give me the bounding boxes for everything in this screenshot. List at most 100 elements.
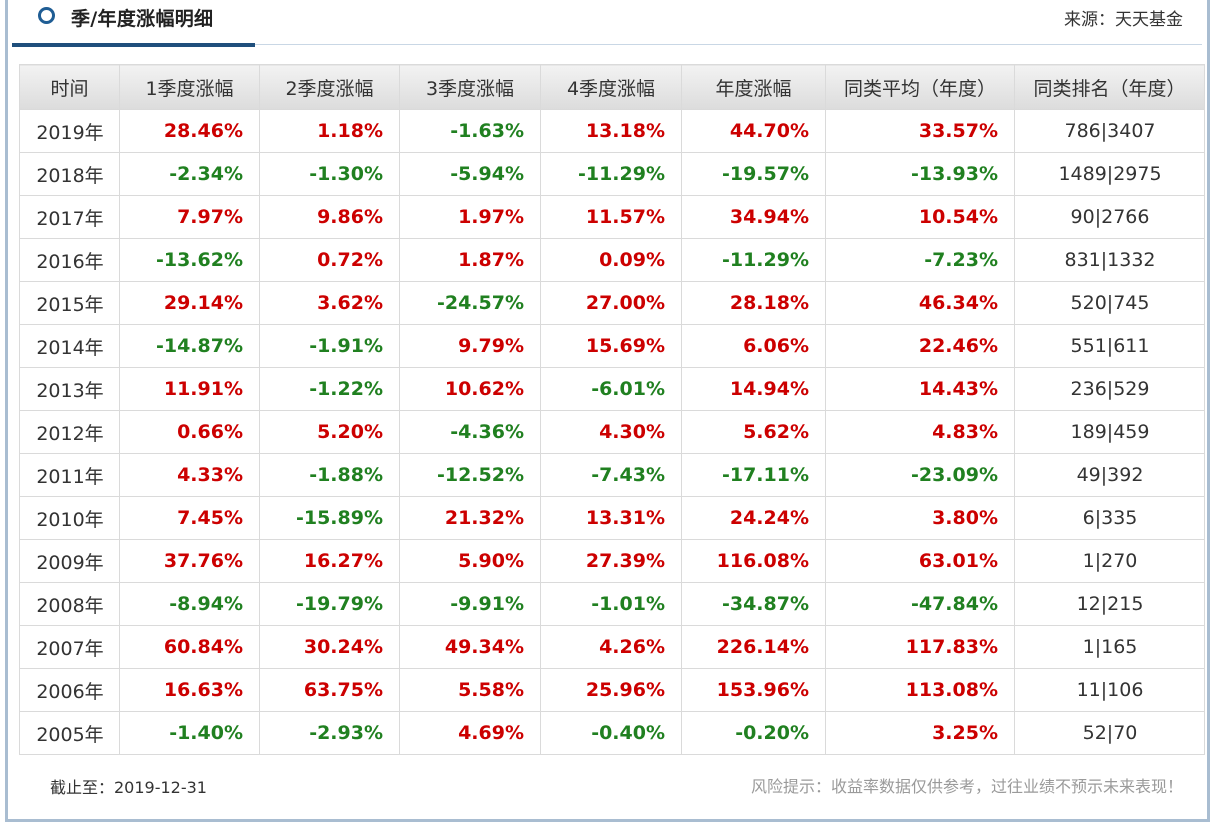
- annual-change-cell: 5.62%: [681, 410, 826, 454]
- q4-change-cell: 27.00%: [540, 281, 682, 325]
- annual-change-cell: 226.14%: [681, 625, 826, 669]
- annual-change-cell: -34.87%: [681, 582, 826, 626]
- category-rank-cell: 1|165: [1014, 625, 1205, 669]
- category-rank-cell: 236|529: [1014, 367, 1205, 411]
- q1-change-cell: -2.34%: [119, 152, 260, 196]
- category-average-cell: 33.57%: [825, 109, 1015, 153]
- panel-title: 季/年度涨幅明细: [71, 8, 214, 30]
- category-average-cell: -13.93%: [825, 152, 1015, 196]
- category-rank-cell: 90|2766: [1014, 195, 1205, 239]
- year-cell: 2008年: [19, 582, 120, 626]
- table-row: 2009年 37.76% 16.27% 5.90% 27.39% 116.08% 63.01…: [19, 539, 1205, 583]
- q1-change-cell: 0.66%: [119, 410, 260, 454]
- annual-change-cell: 14.94%: [681, 367, 826, 411]
- annual-change-cell: 34.94%: [681, 195, 826, 239]
- q3-change-cell: 1.87%: [399, 238, 541, 282]
- q1-change-cell: -13.62%: [119, 238, 260, 282]
- annual-change-cell: -11.29%: [681, 238, 826, 282]
- q4-change-cell: -11.29%: [540, 152, 682, 196]
- category-rank-cell: 520|745: [1014, 281, 1205, 325]
- year-cell: 2017年: [19, 195, 120, 239]
- q1-change-cell: -8.94%: [119, 582, 260, 626]
- source-label: 来源：天天基金: [1064, 10, 1183, 30]
- q1-change-cell: -1.40%: [119, 711, 260, 755]
- table-row: 2015年 29.14% 3.62% -24.57% 27.00% 28.18% 46.34…: [19, 281, 1205, 325]
- performance-table: 时间 1季度涨幅 2季度涨幅 3季度涨幅 4季度涨幅 年度涨幅 同类平均（年度）…: [19, 64, 1205, 755]
- category-rank-cell: 6|335: [1014, 496, 1205, 540]
- q2-change-cell: 30.24%: [259, 625, 400, 669]
- q4-change-cell: 13.18%: [540, 109, 682, 153]
- table-row: 2019年 28.46% 1.18% -1.63% 13.18% 44.70% 33.57%…: [19, 109, 1205, 153]
- table-row: 2005年 -1.40% -2.93% 4.69% -0.40% -0.20% 3.25% 5…: [19, 711, 1205, 755]
- q2-change-cell: -2.93%: [259, 711, 400, 755]
- table-row: 2018年 -2.34% -1.30% -5.94% -11.29% -19.57% -13…: [19, 152, 1205, 196]
- year-cell: 2012年: [19, 410, 120, 454]
- table-row: 2012年 0.66% 5.20% -4.36% 4.30% 5.62% 4.83% 189|…: [19, 410, 1205, 454]
- q1-change-cell: 37.76%: [119, 539, 260, 583]
- q2-change-cell: 5.20%: [259, 410, 400, 454]
- year-cell: 2005年: [19, 711, 120, 755]
- q4-change-cell: -7.43%: [540, 453, 682, 497]
- category-average-cell: 3.25%: [825, 711, 1015, 755]
- table-row: 2014年 -14.87% -1.91% 9.79% 15.69% 6.06% 22.46%…: [19, 324, 1205, 368]
- q1-change-cell: 7.45%: [119, 496, 260, 540]
- category-rank-cell: 786|3407: [1014, 109, 1205, 153]
- q3-change-cell: 9.79%: [399, 324, 541, 368]
- column-header-q2: 2季度涨幅: [259, 64, 400, 110]
- year-cell: 2016年: [19, 238, 120, 282]
- category-average-cell: 14.43%: [825, 367, 1015, 411]
- q3-change-cell: 5.90%: [399, 539, 541, 583]
- annual-change-cell: 116.08%: [681, 539, 826, 583]
- q4-change-cell: 25.96%: [540, 668, 682, 712]
- category-rank-cell: 11|106: [1014, 668, 1205, 712]
- annual-change-cell: 153.96%: [681, 668, 826, 712]
- circle-bullet-icon: [38, 7, 55, 24]
- table-row: 2016年 -13.62% 0.72% 1.87% 0.09% -11.29% -7.23%…: [19, 238, 1205, 282]
- table-body: 2019年 28.46% 1.18% -1.63% 13.18% 44.70% 33.57%…: [19, 109, 1205, 755]
- q3-change-cell: 1.97%: [399, 195, 541, 239]
- q4-change-cell: -6.01%: [540, 367, 682, 411]
- year-cell: 2018年: [19, 152, 120, 196]
- category-rank-cell: 1489|2975: [1014, 152, 1205, 196]
- q2-change-cell: 0.72%: [259, 238, 400, 282]
- annual-change-cell: 44.70%: [681, 109, 826, 153]
- year-cell: 2009年: [19, 539, 120, 583]
- category-rank-cell: 831|1332: [1014, 238, 1205, 282]
- category-average-cell: -7.23%: [825, 238, 1015, 282]
- category-rank-cell: 52|70: [1014, 711, 1205, 755]
- table-row: 2007年 60.84% 30.24% 49.34% 4.26% 226.14% 117.8…: [19, 625, 1205, 669]
- category-average-cell: 4.83%: [825, 410, 1015, 454]
- category-average-cell: 46.34%: [825, 281, 1015, 325]
- q4-change-cell: 15.69%: [540, 324, 682, 368]
- annual-change-cell: -0.20%: [681, 711, 826, 755]
- q2-change-cell: 9.86%: [259, 195, 400, 239]
- q2-change-cell: -1.22%: [259, 367, 400, 411]
- category-average-cell: 113.08%: [825, 668, 1015, 712]
- q4-change-cell: 27.39%: [540, 539, 682, 583]
- q4-change-cell: -0.40%: [540, 711, 682, 755]
- q4-change-cell: 13.31%: [540, 496, 682, 540]
- category-rank-cell: 551|611: [1014, 324, 1205, 368]
- q3-change-cell: 21.32%: [399, 496, 541, 540]
- q1-change-cell: 16.63%: [119, 668, 260, 712]
- q1-change-cell: 28.46%: [119, 109, 260, 153]
- q4-change-cell: -1.01%: [540, 582, 682, 626]
- annual-change-cell: 24.24%: [681, 496, 826, 540]
- table-header-row: 时间 1季度涨幅 2季度涨幅 3季度涨幅 4季度涨幅 年度涨幅 同类平均（年度）…: [19, 64, 1205, 110]
- q3-change-cell: 10.62%: [399, 367, 541, 411]
- header-accent-bar: [12, 43, 255, 47]
- q3-change-cell: -1.63%: [399, 109, 541, 153]
- year-cell: 2019年: [19, 109, 120, 153]
- q1-change-cell: 29.14%: [119, 281, 260, 325]
- q3-change-cell: 49.34%: [399, 625, 541, 669]
- year-cell: 2015年: [19, 281, 120, 325]
- q2-change-cell: -1.91%: [259, 324, 400, 368]
- table-row: 2010年 7.45% -15.89% 21.32% 13.31% 24.24% 3.80%…: [19, 496, 1205, 540]
- annual-change-cell: 6.06%: [681, 324, 826, 368]
- q1-change-cell: 7.97%: [119, 195, 260, 239]
- q2-change-cell: 16.27%: [259, 539, 400, 583]
- annual-change-cell: -19.57%: [681, 152, 826, 196]
- category-rank-cell: 1|270: [1014, 539, 1205, 583]
- table-row: 2008年 -8.94% -19.79% -9.91% -1.01% -34.87% -47…: [19, 582, 1205, 626]
- q1-change-cell: -14.87%: [119, 324, 260, 368]
